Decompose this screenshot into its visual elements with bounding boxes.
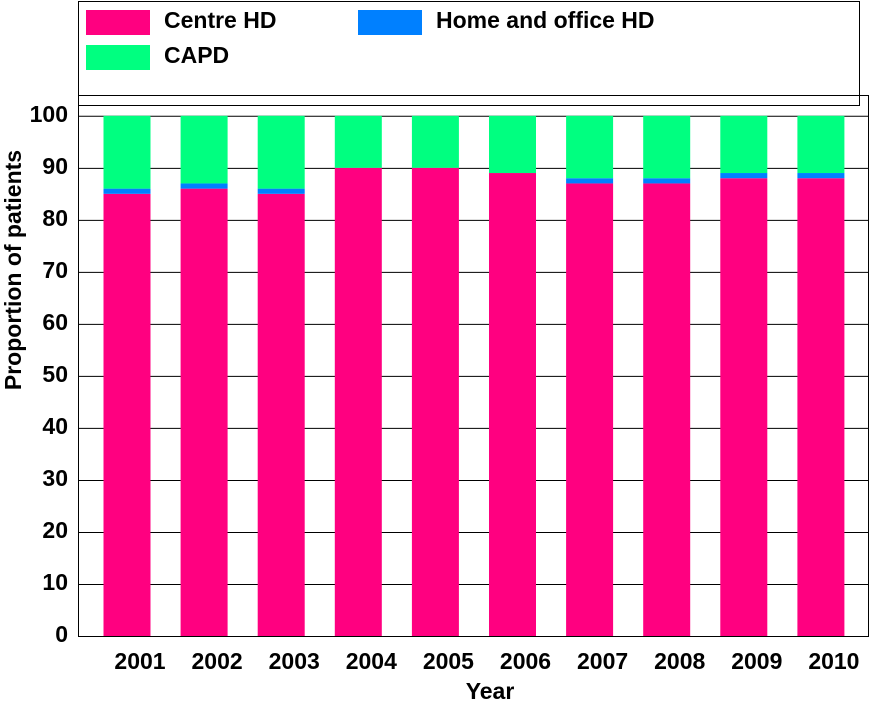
x-tick-label: 2005 [423, 648, 474, 674]
y-tick-label: 10 [42, 569, 68, 595]
bar-segment [566, 178, 614, 184]
bar-segment [720, 115, 768, 174]
bar-segment [180, 183, 228, 189]
bar-segment [489, 115, 536, 174]
bar-segment [797, 115, 845, 174]
bar-segment [180, 115, 228, 184]
bar-segment [334, 167, 382, 637]
x-tick-label: 2007 [577, 648, 628, 674]
bar-segment [411, 167, 459, 637]
legend-swatch [358, 10, 422, 35]
bar-segment [797, 178, 845, 636]
bar-segment [411, 115, 459, 168]
x-tick-label: 2009 [731, 648, 782, 674]
bar-segment [257, 115, 305, 189]
legend-label: Centre HD [164, 7, 276, 33]
x-tick-label: 2008 [654, 648, 705, 674]
x-tick-label: 2004 [346, 648, 397, 674]
bar-segment [257, 188, 305, 194]
y-tick-label: 20 [42, 517, 68, 543]
bar-segment [103, 115, 151, 189]
y-tick-label: 0 [55, 621, 68, 647]
legend-swatch [86, 10, 150, 35]
y-tick-label: 60 [42, 309, 68, 335]
bar-segment [720, 178, 768, 636]
x-tick-label: 2006 [500, 648, 551, 674]
bar-segment [180, 188, 228, 636]
x-tick-label: 2010 [808, 648, 859, 674]
legend-box [78, 1, 860, 106]
x-tick-label: 2001 [114, 648, 165, 674]
legend-label: CAPD [164, 42, 229, 68]
bar-segment [566, 183, 614, 637]
bar-segment [643, 183, 691, 637]
y-tick-label: 50 [42, 361, 68, 387]
x-tick-label: 2002 [192, 648, 243, 674]
legend-label: Home and office HD [436, 7, 655, 33]
bar-segment [103, 193, 151, 636]
bar-segment [643, 115, 691, 179]
bar-segment [797, 173, 845, 179]
legend-swatch [86, 45, 150, 70]
y-axis-title: Proportion of patients [0, 150, 26, 390]
bar-segment [489, 173, 536, 636]
x-tick-label: 2003 [269, 648, 320, 674]
y-tick-label: 40 [42, 413, 68, 439]
y-tick-label: 70 [42, 257, 68, 283]
bar-segment [566, 115, 614, 179]
bar-segment [720, 173, 768, 179]
y-tick-label: 80 [42, 205, 68, 231]
y-tick-label: 90 [42, 153, 68, 179]
bar-segment [257, 193, 305, 636]
bar-segment [334, 115, 382, 168]
y-tick-label: 100 [30, 101, 68, 127]
bar-segment [643, 178, 691, 184]
y-tick-label: 30 [42, 465, 68, 491]
bar-segment [103, 188, 151, 194]
x-axis-title: Year [466, 678, 515, 704]
